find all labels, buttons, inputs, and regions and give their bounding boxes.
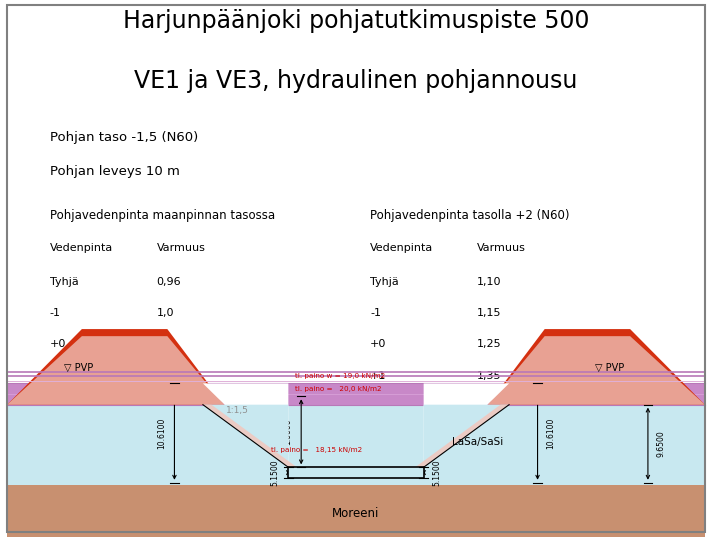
Text: 1,1: 1,1	[157, 339, 174, 350]
Text: Tyhjä: Tyhjä	[50, 277, 78, 287]
Bar	[288, 467, 424, 478]
Text: 1.0000: 1.0000	[283, 418, 293, 445]
Text: Pohjavedenpinta tasolla +2 (N60): Pohjavedenpinta tasolla +2 (N60)	[370, 209, 570, 222]
Text: Pohjan taso -1,5 (N60): Pohjan taso -1,5 (N60)	[50, 131, 198, 144]
Text: LaSa/SaSi: LaSa/SaSi	[452, 438, 503, 447]
Text: Pohjan leveys 10 m: Pohjan leveys 10 m	[50, 165, 179, 178]
Text: +0: +0	[50, 339, 66, 350]
Text: 1,0: 1,0	[157, 308, 174, 318]
Polygon shape	[488, 336, 705, 405]
Text: tl. paino w = 19,0 kN/m2: tl. paino w = 19,0 kN/m2	[295, 373, 386, 379]
Text: Moreeni: Moreeni	[333, 507, 379, 520]
Text: 10.6100: 10.6100	[157, 417, 166, 449]
Text: 5.1500: 5.1500	[432, 459, 441, 486]
Text: Vedenpinta: Vedenpinta	[370, 243, 434, 253]
Text: 1,15: 1,15	[477, 308, 501, 318]
Text: Harjunpäänjoki pohjatutkimuspiste 500: Harjunpäänjoki pohjatutkimuspiste 500	[122, 9, 590, 33]
Text: Pohjavedenpinta maanpinnan tasossa: Pohjavedenpinta maanpinnan tasossa	[50, 209, 275, 222]
Text: 1,35: 1,35	[477, 371, 501, 381]
Text: Varmuus: Varmuus	[477, 243, 526, 253]
Polygon shape	[415, 405, 509, 467]
Text: 9.6500: 9.6500	[656, 430, 666, 457]
Polygon shape	[203, 383, 288, 467]
Bar	[7, 405, 705, 485]
Polygon shape	[7, 329, 224, 405]
Text: tl. paino =   18,15 kN/m2: tl. paino = 18,15 kN/m2	[271, 447, 362, 453]
Text: 1,10: 1,10	[477, 277, 501, 287]
Text: Tyhjä: Tyhjä	[370, 277, 399, 287]
Text: Varmuus: Varmuus	[157, 243, 206, 253]
Text: tl. paino =   20,0 kN/m2: tl. paino = 20,0 kN/m2	[295, 386, 382, 393]
Polygon shape	[203, 405, 288, 467]
Polygon shape	[203, 405, 297, 467]
Text: ▽ PVP: ▽ PVP	[595, 363, 624, 373]
Text: Vedenpinta: Vedenpinta	[50, 243, 113, 253]
Text: 5.1500: 5.1500	[271, 459, 280, 486]
Text: -1: -1	[50, 308, 61, 318]
Text: VE1 ja VE3, hydraulinen pohjannousu: VE1 ja VE3, hydraulinen pohjannousu	[135, 69, 577, 92]
Bar	[7, 383, 705, 405]
Text: +1: +1	[50, 371, 66, 381]
Text: +0: +0	[370, 339, 387, 350]
Polygon shape	[7, 336, 224, 405]
Text: ▽ PVP: ▽ PVP	[64, 363, 93, 373]
Polygon shape	[488, 329, 705, 405]
Text: 1:1,5: 1:1,5	[226, 406, 249, 415]
Polygon shape	[424, 383, 509, 467]
Text: -1: -1	[370, 308, 381, 318]
Text: +1: +1	[370, 371, 387, 381]
Text: 10.6100: 10.6100	[546, 417, 555, 449]
Bar	[7, 485, 705, 537]
Text: 0,96: 0,96	[157, 277, 182, 287]
Polygon shape	[424, 405, 509, 467]
Text: 1,2: 1,2	[157, 371, 174, 381]
Text: 1,25: 1,25	[477, 339, 502, 350]
